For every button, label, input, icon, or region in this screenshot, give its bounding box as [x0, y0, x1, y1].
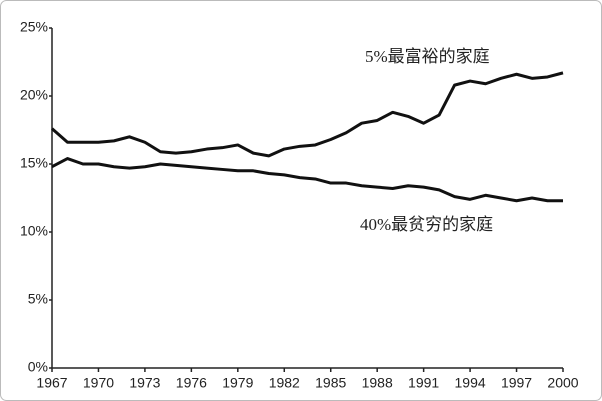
y-tick-label: 5%: [28, 291, 48, 307]
x-tick-label: 1982: [269, 375, 300, 391]
y-tick-label: 15%: [20, 155, 48, 171]
x-tick-label: 1979: [222, 375, 253, 391]
x-tick-label: 1970: [83, 375, 114, 391]
x-tick-label: 1994: [455, 375, 486, 391]
series-line: [51, 71, 564, 158]
series-label: 40%最贫穷的家庭: [360, 215, 493, 234]
y-tick-label: 0%: [28, 359, 48, 375]
y-tick-label: 10%: [20, 223, 48, 239]
x-tick-label: 1997: [501, 375, 532, 391]
y-tick-label: 25%: [20, 19, 48, 35]
x-tick-label: 1991: [408, 375, 439, 391]
series-label: 5%最富裕的家庭: [365, 47, 490, 66]
x-tick-label: 1985: [315, 375, 346, 391]
y-tick-label: 20%: [20, 87, 48, 103]
x-tick-label: 1973: [129, 375, 160, 391]
x-tick-label: 1976: [176, 375, 207, 391]
x-tick-label: 2000: [547, 375, 578, 391]
series-line: [51, 157, 563, 203]
x-tick-label: 1967: [36, 375, 67, 391]
x-tick-label: 1988: [362, 375, 393, 391]
